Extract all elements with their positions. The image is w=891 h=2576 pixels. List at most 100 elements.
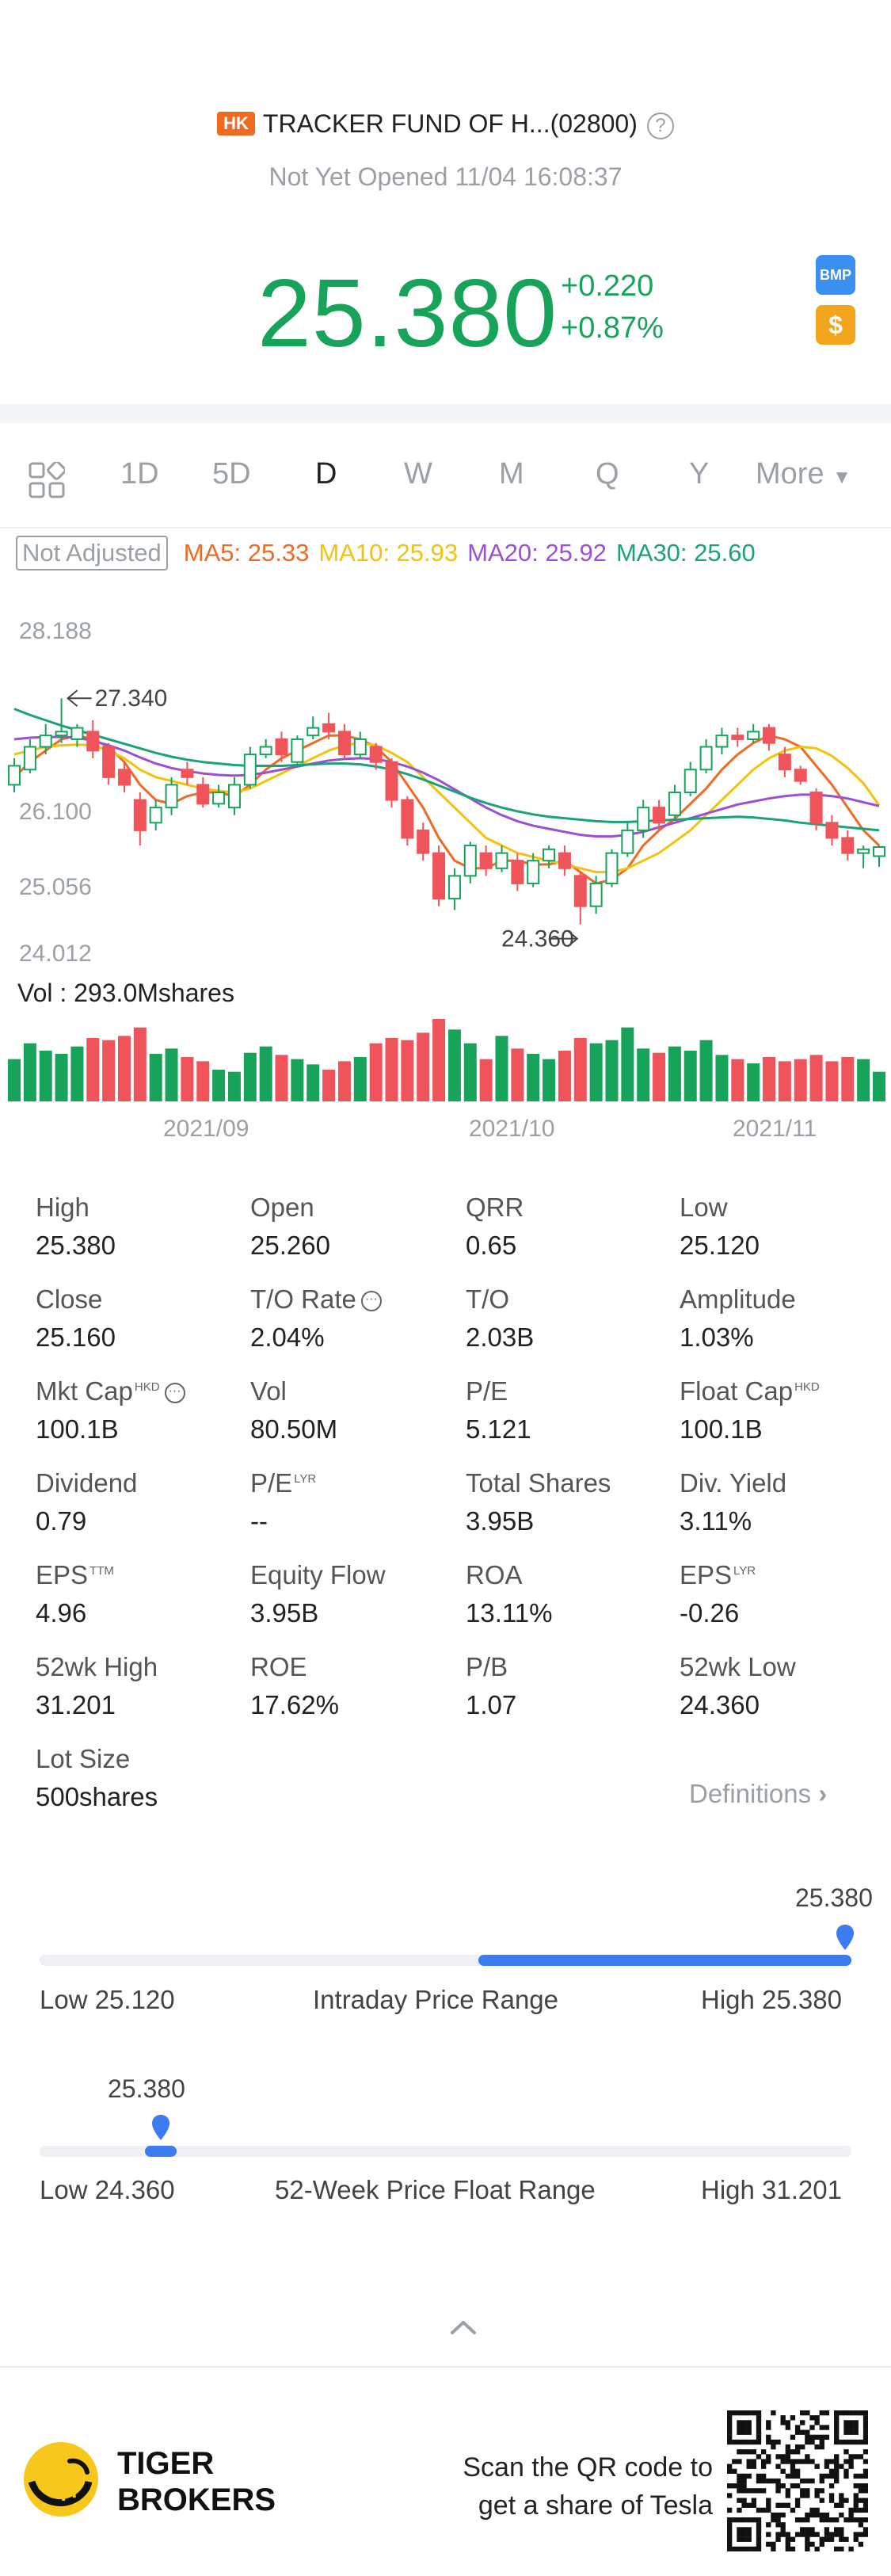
price-change: +0.220 <box>561 269 654 303</box>
definitions-link[interactable]: Definitions › <box>689 1779 827 1809</box>
tab-more[interactable]: More ▼ <box>756 457 851 491</box>
stat-cell: Close 25.160 <box>36 1284 116 1353</box>
dollar-icon[interactable]: $ <box>816 305 855 345</box>
stat-unit-superscript: HKD <box>794 1380 820 1394</box>
volume-bar <box>573 1038 587 1101</box>
tab-1d[interactable]: 1D <box>120 457 159 490</box>
adjust-toggle[interactable]: Not Adjusted <box>16 536 168 571</box>
volume-bar <box>322 1070 336 1101</box>
volume-bar <box>543 1059 556 1101</box>
stat-value: 1.03% <box>680 1322 754 1352</box>
stat-value: 25.260 <box>250 1231 330 1260</box>
stat-unit-superscript: LYR <box>733 1564 756 1578</box>
week52-current-value: 25.380 <box>108 2074 185 2103</box>
stat-cell: High 25.380 <box>36 1193 116 1261</box>
stat-unit-superscript: TTM <box>89 1564 114 1578</box>
info-dots-icon[interactable]: ··· <box>164 1383 185 1404</box>
volume-bar <box>55 1054 68 1101</box>
stat-cell: T/O Rate ··· 2.04% <box>250 1284 382 1353</box>
candle-body <box>589 882 603 907</box>
candle-body <box>353 738 367 756</box>
stat-cell: Amplitude 1.03% <box>680 1284 796 1353</box>
chevron-up-icon[interactable] <box>450 2318 477 2336</box>
y-tick-label: 24.012 <box>19 941 92 967</box>
stock-title[interactable]: HK TRACKER FUND OF H...(02800)? <box>0 109 891 139</box>
candle-body <box>55 731 68 737</box>
stat-value: 2.04% <box>250 1322 325 1352</box>
stat-value: 100.1B <box>36 1414 119 1444</box>
stat-value: 25.120 <box>680 1231 760 1260</box>
volume-bar <box>196 1061 210 1101</box>
x-tick-label: 2021/11 <box>733 1116 817 1142</box>
candle-body <box>117 769 131 786</box>
volume-bar <box>385 1038 398 1101</box>
tab-y[interactable]: Y <box>689 457 710 490</box>
last-price: 25.380 <box>257 259 558 367</box>
caret-down-icon: ▼ <box>832 467 851 488</box>
x-tick-label: 2021/09 <box>163 1116 249 1142</box>
stat-cell: ROA 13.11% <box>466 1560 552 1628</box>
cta-line-1: Scan the QR code to <box>463 2452 713 2483</box>
volume-bar <box>39 1051 52 1101</box>
candle-body <box>369 746 383 763</box>
tab-d[interactable]: D <box>315 457 337 490</box>
max-marker-label: 27.340 <box>95 685 168 712</box>
period-tabbar: 1D 5D D W M Q Y More ▼ <box>0 448 891 511</box>
volume-bar <box>809 1055 823 1101</box>
volume-bar <box>447 1029 461 1101</box>
volume-bar <box>291 1059 304 1101</box>
bmp-icon[interactable]: BMP <box>816 255 855 295</box>
candle-body <box>133 799 147 831</box>
volume-bar <box>605 1040 619 1101</box>
candle-body <box>432 852 446 900</box>
volume-bar <box>683 1051 697 1101</box>
week52-high-label: High 31.201 <box>701 2175 842 2204</box>
candle-body <box>463 845 477 877</box>
stat-cell: Mkt Cap HKD ··· 100.1B <box>36 1376 185 1444</box>
candle-body <box>322 723 336 733</box>
candle-body <box>447 875 461 900</box>
stat-label: 52wk Low <box>680 1652 796 1681</box>
stat-cell: 52wk Low 24.360 <box>680 1652 796 1720</box>
candle-body <box>857 848 870 854</box>
volume-bar <box>8 1059 21 1101</box>
stat-value: 13.11% <box>466 1598 553 1628</box>
ma10-label: MA10: 25.93 <box>318 539 459 567</box>
location-pin-icon <box>151 2115 169 2140</box>
y-tick-label: 28.188 <box>19 618 92 644</box>
qr-code-icon[interactable] <box>727 2410 868 2551</box>
candle-body <box>23 746 36 771</box>
volume-bar <box>857 1059 870 1101</box>
volume-bar <box>227 1071 241 1101</box>
volume-bar <box>495 1036 508 1101</box>
volume-bar <box>117 1036 131 1101</box>
candle-body <box>401 799 414 839</box>
y-tick-label: 26.100 <box>19 799 92 825</box>
stat-cell: QRR 0.65 <box>466 1193 524 1261</box>
chevron-right-icon: › <box>818 1779 828 1808</box>
tab-m[interactable]: M <box>499 457 524 490</box>
volume-chart <box>8 1019 885 1101</box>
grid-layout-icon[interactable] <box>29 462 65 498</box>
stat-label: Open <box>250 1193 314 1222</box>
tab-w[interactable]: W <box>404 457 432 490</box>
week52-range-track <box>40 2146 851 2157</box>
candle-body <box>212 792 226 805</box>
tab-5d[interactable]: 5D <box>212 457 251 490</box>
tab-q[interactable]: Q <box>596 457 619 490</box>
info-dots-icon[interactable]: ··· <box>360 1291 382 1312</box>
volume-bar <box>417 1032 430 1101</box>
week52-range-title: 52-Week Price Float Range <box>275 2175 596 2204</box>
candle-body <box>337 731 351 756</box>
candle-body <box>841 837 855 854</box>
candle-body <box>809 792 823 824</box>
volume-bar <box>747 1063 760 1101</box>
question-circle-icon[interactable]: ? <box>646 112 674 139</box>
volume-bar <box>463 1043 477 1101</box>
volume-bar <box>369 1043 383 1101</box>
stat-label: Dividend <box>36 1468 138 1498</box>
stat-value: 3.95B <box>250 1598 319 1628</box>
brand-name: TIGER BROKERS <box>117 2445 276 2518</box>
candle-body <box>275 738 288 756</box>
